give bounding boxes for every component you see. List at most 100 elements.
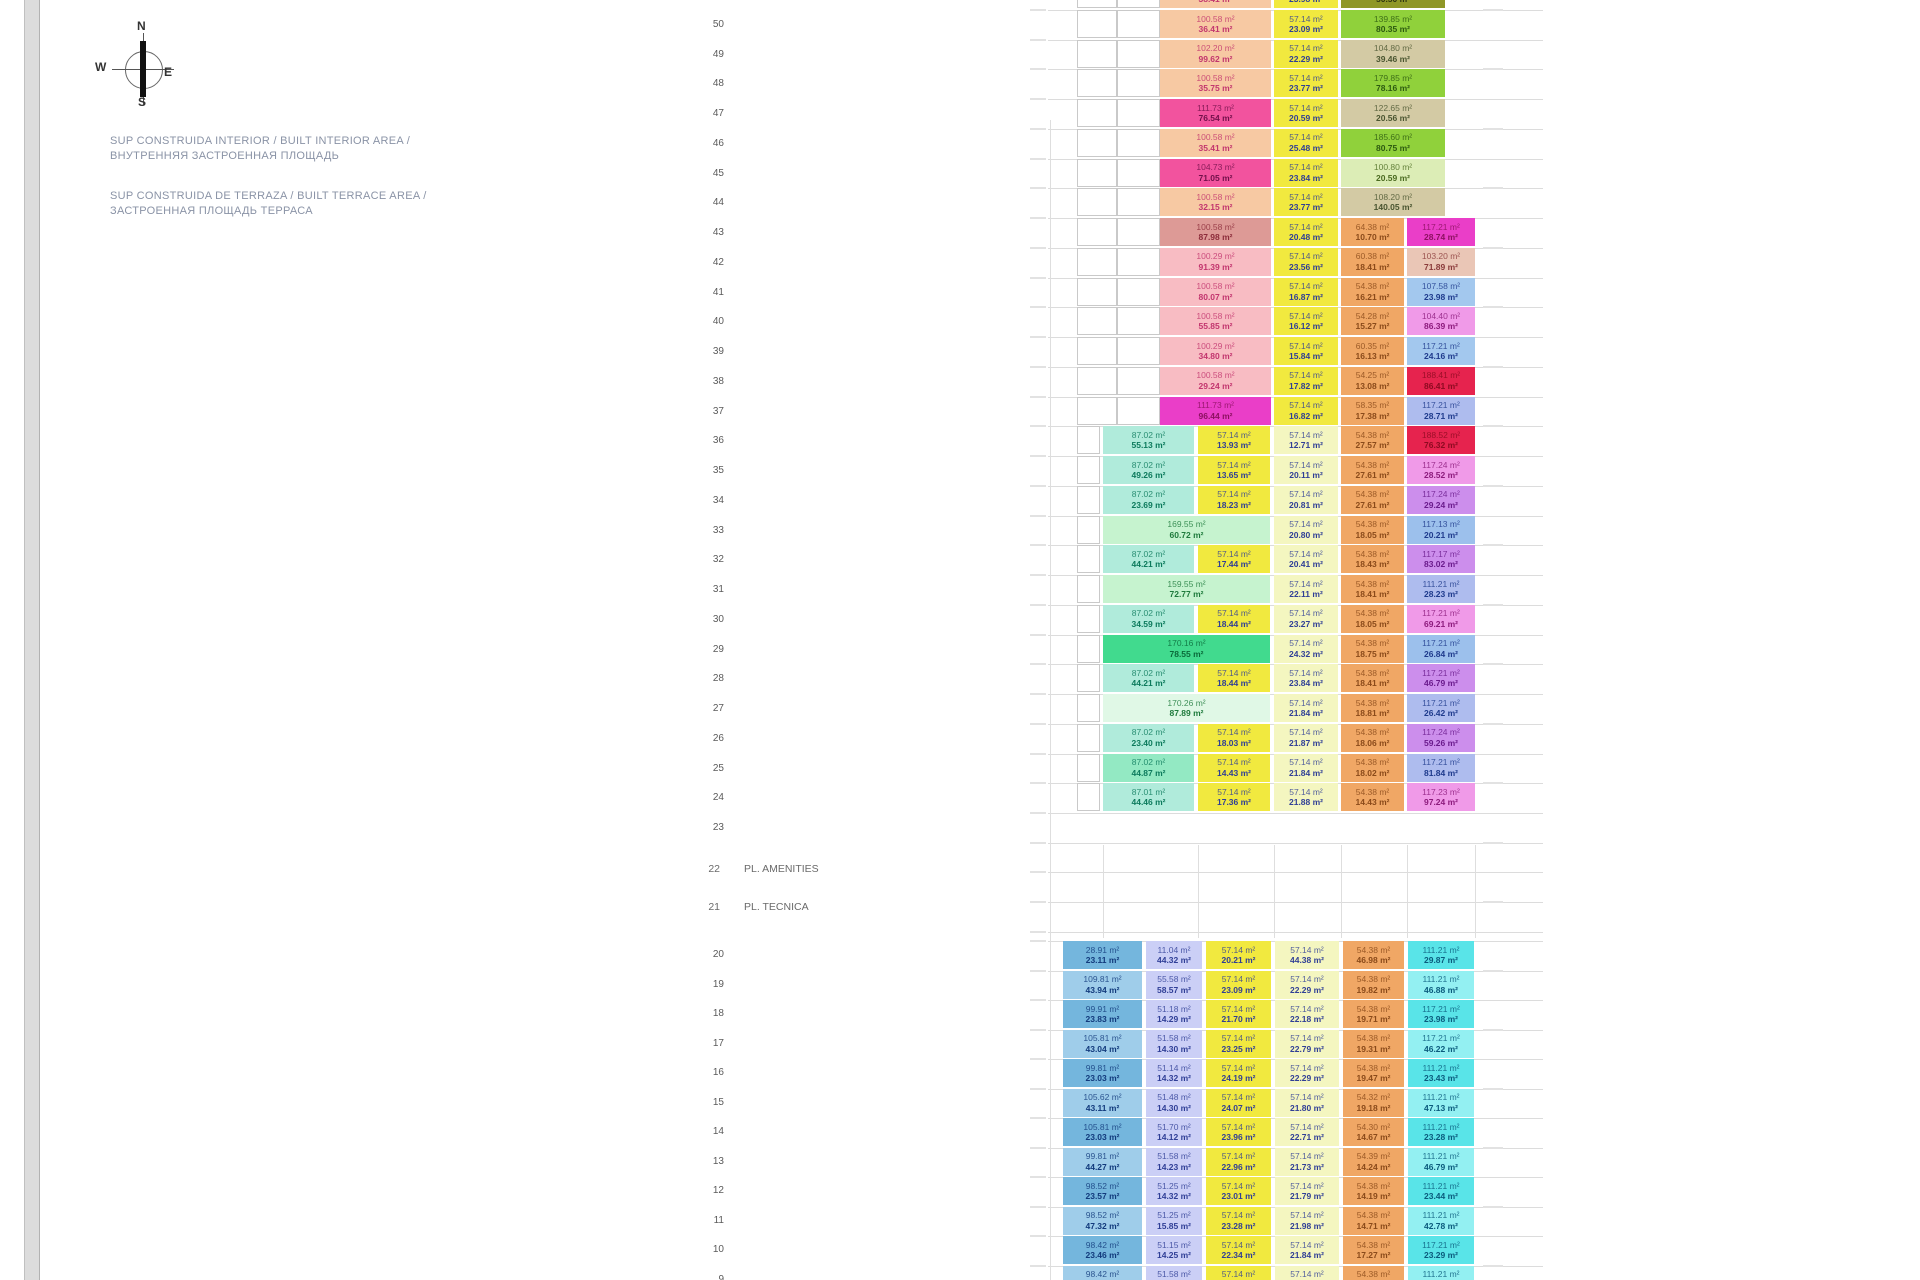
interior-area-value: 57.14 m² xyxy=(1290,1180,1324,1191)
table-row-floor-34: 87.02 m² 23.69 m² 57.14 m² 18.23 m² 57.14 m²… xyxy=(0,485,1920,514)
interior-area-value: 57.14 m² xyxy=(1217,459,1251,470)
area-cell: 170.16 m² 78.55 m² xyxy=(1103,634,1270,663)
terrace-area-value: 23.43 m² xyxy=(1423,1073,1459,1083)
interior-area-value: 57.14 m² xyxy=(1221,1210,1256,1220)
interior-area-value: 111.21 m² xyxy=(1422,1121,1460,1132)
terrace-area-value: 23.01 m² xyxy=(1221,1191,1256,1201)
terrace-area-value: 16.87 m² xyxy=(1288,291,1324,302)
terrace-area-value: 14.23 m² xyxy=(1156,1161,1192,1172)
area-cell: 51.58 m² 14.23 m² xyxy=(1146,1147,1202,1176)
interior-area-value: 57.14 m² xyxy=(1290,1151,1324,1161)
page-edge-strip xyxy=(24,0,40,1280)
terrace-area-value: 26.84 m² xyxy=(1423,648,1459,659)
area-cell: 54.38 m² 14.71 m² xyxy=(1343,1206,1404,1235)
area-cell: 57.14 m² 18.23 m² xyxy=(1198,485,1270,514)
area-cell: 57.14 m² 22.96 m² xyxy=(1206,1147,1271,1176)
terrace-area-value: 99.62 m² xyxy=(1198,53,1233,64)
area-cell: 57.14 m² 23.77 m² xyxy=(1274,69,1338,98)
empty-cell xyxy=(1117,39,1160,68)
area-cell: 87.02 m² 49.26 m² xyxy=(1103,456,1194,485)
terrace-area-value: 18.44 m² xyxy=(1216,678,1252,689)
area-cell: 57.14 m² 20.81 m² xyxy=(1274,485,1338,514)
interior-area-value: 57.14 m² xyxy=(1290,974,1324,984)
terrace-area-value: 18.41 m² xyxy=(1355,678,1390,689)
terrace-area-value: 14.30 m² xyxy=(1156,1043,1192,1054)
tick-mark xyxy=(1030,752,1046,755)
terrace-area-value: 18.06 m² xyxy=(1355,737,1390,748)
terrace-area-value: 23.96 m² xyxy=(1221,1132,1256,1142)
area-cell: 11.04 m² 44.32 m² xyxy=(1146,941,1202,969)
interior-area-value: 57.14 m² xyxy=(1221,1092,1256,1102)
empty-cell xyxy=(1077,188,1117,217)
area-cell: 57.14 m² 22.71 m² xyxy=(1275,1118,1339,1146)
area-cell: 117.21 m² 46.79 m² xyxy=(1407,664,1475,693)
area-cell: 111.21 m² 23.28 m² xyxy=(1408,1118,1474,1146)
tick-mark xyxy=(1030,693,1046,696)
interior-area-value: 57.14 m² xyxy=(1221,974,1256,984)
area-cell: 57.14 m² 23.09 m² xyxy=(1206,970,1271,999)
terrace-area-value: 96.44 m² xyxy=(1198,410,1233,421)
floor-label-36: 36 xyxy=(712,435,724,447)
interior-area-value: 57.14 m² xyxy=(1221,1003,1256,1014)
tick-mark xyxy=(1030,633,1046,636)
interior-area-value: 57.14 m² xyxy=(1289,370,1323,381)
interior-area-value: 54.38 m² xyxy=(1355,429,1390,440)
area-cell: 57.14 m² 21.84 m² xyxy=(1274,694,1338,723)
interior-area-value: 54.38 m² xyxy=(1356,1239,1391,1250)
area-cell: 57.14 m² 24.32 m² xyxy=(1274,634,1338,663)
empty-cell xyxy=(1077,575,1100,604)
area-cell: 117.21 m² 69.21 m² xyxy=(1407,604,1475,633)
tick-mark xyxy=(1483,9,1503,11)
area-cell: 100.58 m² 87.98 m² xyxy=(1160,218,1271,247)
terrace-area-value: 43.04 m² xyxy=(1085,1043,1120,1054)
interior-area-value: 57.14 m² xyxy=(1289,429,1323,440)
empty-cell xyxy=(1117,158,1160,187)
tick-mark xyxy=(1030,811,1046,814)
empty-cell xyxy=(1077,218,1117,247)
area-cell: 28.91 m² 23.11 m² xyxy=(1063,941,1142,969)
area-cell: 57.14 m² 23.25 m² xyxy=(1206,1029,1271,1058)
interior-area-value: 111.73 m² xyxy=(1196,102,1234,113)
floor-label-44: 44 xyxy=(712,197,724,209)
interior-area-value: 98.42 m² xyxy=(1085,1269,1120,1279)
area-cell: 100.58 m² 36.41 m² xyxy=(1160,10,1271,38)
area-cell: 57.14 m² 21.73 m² xyxy=(1275,1147,1339,1176)
interior-area-value: 51.58 m² xyxy=(1157,1151,1191,1161)
interior-area-value: 57.14 m² xyxy=(1289,72,1323,83)
area-cell: 117.21 m² 81.84 m² xyxy=(1407,753,1475,782)
column-guide-line xyxy=(1341,845,1342,938)
interior-area-value: 57.14 m² xyxy=(1289,310,1323,321)
floor-label-37: 37 xyxy=(712,405,724,417)
interior-area-value: 51.25 m² xyxy=(1157,1180,1191,1191)
terrace-area-value: 22.71 m² xyxy=(1289,1132,1325,1142)
tick-mark xyxy=(1030,574,1046,577)
terrace-area-value: 55.85 m² xyxy=(1198,321,1233,332)
interior-area-value: 58.35 m² xyxy=(1355,400,1390,411)
area-cell: 111.21 m² 46.79 m² xyxy=(1408,1147,1474,1176)
tick-mark xyxy=(1030,157,1046,160)
interior-area-value: 104.73 m² xyxy=(1196,162,1235,173)
interior-area-value: 100.29 m² xyxy=(1196,340,1235,351)
interior-area-value: 105.81 m² xyxy=(1083,1033,1122,1043)
area-cell: 58.35 m² 17.38 m² xyxy=(1341,396,1404,425)
area-cell: 117.21 m² 26.42 m² xyxy=(1407,694,1475,723)
terrace-area-value: 22.29 m² xyxy=(1288,53,1324,64)
interior-area-value: 117.21 m² xyxy=(1422,1003,1460,1014)
interior-area-value: 54.38 m² xyxy=(1355,608,1390,619)
interior-area-value: 57.14 m² xyxy=(1289,578,1323,589)
interior-area-value: 122.65 m² xyxy=(1373,102,1413,113)
table-row-floor-28: 87.02 m² 44.21 m² 57.14 m² 18.44 m² 57.14 m²… xyxy=(0,664,1920,693)
terrace-area-value: 81.84 m² xyxy=(1423,767,1459,778)
terrace-area-value: 17.38 m² xyxy=(1355,410,1390,421)
terrace-area-value: 76.54 m² xyxy=(1198,113,1233,124)
area-cell: 57.14 m² 25.48 m² xyxy=(1274,128,1338,157)
interior-area-value: 105.62 m² xyxy=(1083,1092,1122,1102)
area-cell: 117.21 m² 24.16 m² xyxy=(1407,337,1475,366)
tick-mark xyxy=(1030,663,1046,666)
legend-built-terrace-area: SUP CONSTRUIDA DE TERRAZA / BUILT TERRAC… xyxy=(110,189,427,219)
floor-label-31: 31 xyxy=(712,584,724,596)
interior-area-value: 111.21 m² xyxy=(1422,578,1460,589)
area-cell: 57.14 m² 23.01 m² xyxy=(1206,1177,1271,1205)
